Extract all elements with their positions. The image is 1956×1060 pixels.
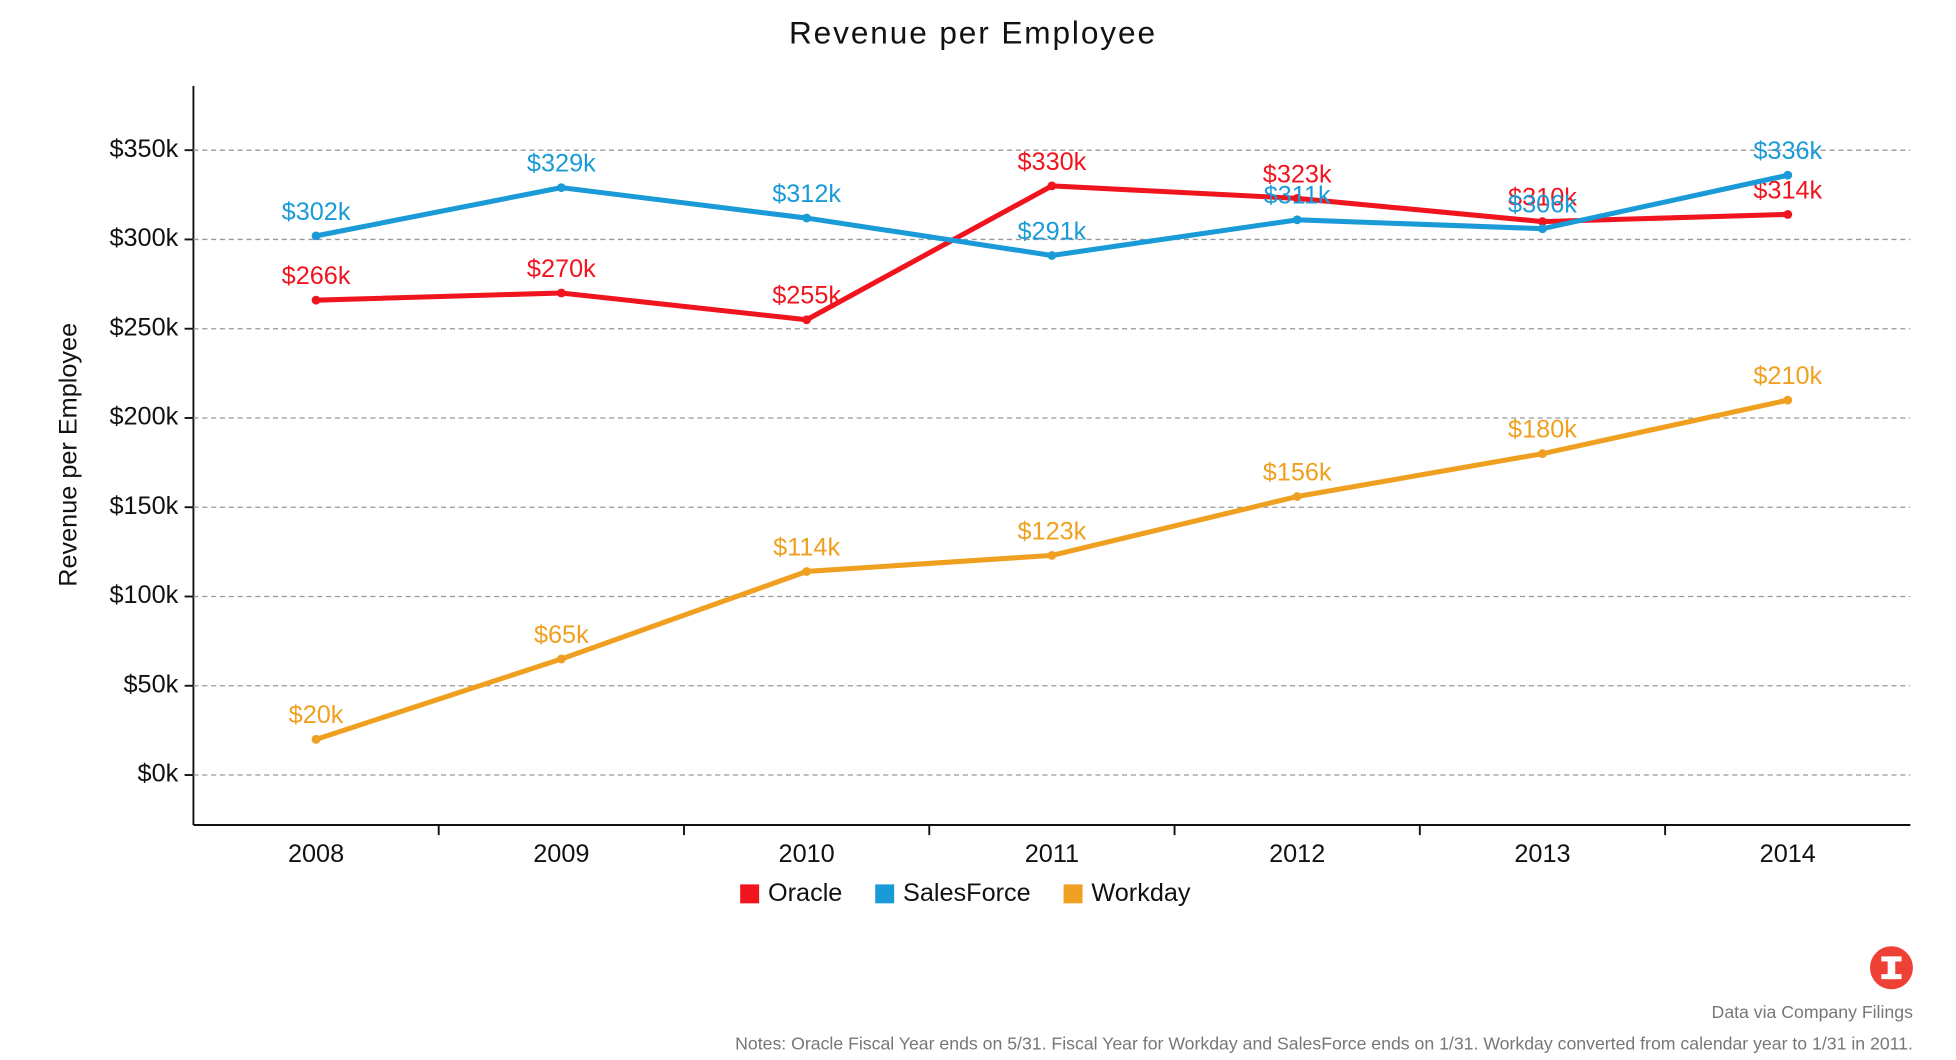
legend-swatch [740,884,760,904]
data-label: $270k [527,255,596,283]
x-tick-label: 2009 [533,840,589,868]
legend-label: Workday [1091,879,1191,907]
data-label: $114k [773,533,840,561]
legend-swatch [875,884,895,904]
data-label: $255k [772,282,841,310]
legend-label: Oracle [768,879,842,907]
y-tick-label: $100k [109,581,178,609]
y-tick-label: $200k [109,403,178,431]
legend-label: SalesForce [903,879,1031,907]
data-point [1783,170,1793,180]
data-point [802,213,812,223]
series-line [315,397,1789,742]
y-tick-label: $150k [109,492,178,520]
data-label: $312k [772,180,841,208]
data-point [1783,210,1793,219]
data-label: $266k [282,262,351,290]
data-label: $302k [282,198,351,226]
x-tick-label: 2013 [1514,840,1570,868]
data-point [311,734,321,744]
legend: Oracle SalesForce Workday [740,879,1191,907]
data-label: $323k [1263,160,1332,188]
data-point [1538,449,1547,459]
data-label: $65k [534,621,589,649]
x-tick-label: 2011 [1025,840,1079,868]
x-tick-label: 2014 [1760,840,1816,868]
data-label: $336k [1753,137,1822,165]
y-tick-label: $300k [109,224,178,252]
y-tick-label: $50k [123,670,178,698]
data-point [1047,551,1057,560]
data-label: $210k [1753,362,1822,390]
data-point [556,183,566,193]
data-point [802,315,812,325]
x-tick-label: 2010 [779,840,835,868]
source-note: Data via Company Filings [1712,1002,1914,1022]
data-point [1292,215,1302,225]
data-point [802,567,812,576]
y-tick-label: $350k [109,135,178,163]
data-label: $329k [527,150,596,178]
logo [1869,946,1913,990]
x-tick-label: 2012 [1269,840,1325,868]
data-label: $306k [1508,191,1577,219]
data-point [556,288,566,298]
data-label: $291k [1018,217,1087,245]
y-tick-label: $0k [138,760,179,788]
data-point [1538,217,1547,227]
data-point [1047,251,1057,260]
data-label: $330k [1018,148,1087,176]
data-point [311,295,321,305]
x-tick-label: 2008 [288,840,344,868]
data-label: $123k [1018,517,1087,545]
y-axis-title: Revenue per Employee [54,323,82,587]
data-point [1538,224,1547,234]
data-label: $20k [289,701,344,729]
data-point [1783,395,1793,405]
chart-title: Revenue per Employee [789,15,1157,51]
footnote: Notes: Oracle Fiscal Year ends on 5/31. … [735,1034,1913,1054]
data-point [311,231,321,241]
data-point [1292,193,1302,203]
data-point [556,654,566,664]
data-label: $156k [1263,458,1332,486]
data-label: $311k [1264,182,1331,210]
data-point [1292,492,1302,501]
data-label: $180k [1508,416,1577,444]
y-tick-label: $250k [109,313,178,341]
data-point [1047,181,1057,191]
legend-swatch [1063,884,1083,904]
data-label: $310k [1508,184,1577,212]
